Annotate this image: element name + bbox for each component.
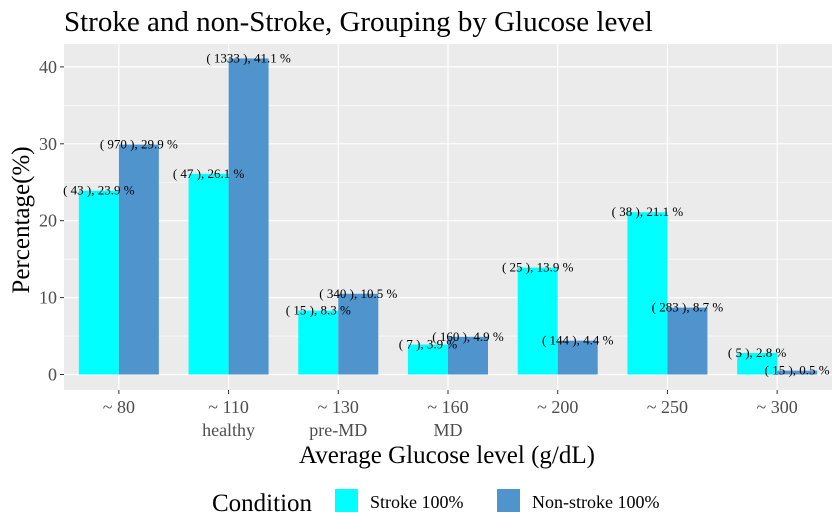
data-label: ( 7 ), 3.9 % [399, 337, 458, 352]
data-label: ( 38 ), 21.1 % [612, 204, 684, 219]
y-axis: 0 10 20 30 40 [39, 57, 64, 385]
y-tick-label: 10 [39, 288, 57, 308]
bar-stroke [188, 173, 229, 375]
data-label: ( 1333 ), 41.1 % [206, 50, 291, 65]
bar-non-stroke [667, 307, 708, 375]
legend-label: Non-stroke 100% [532, 492, 659, 512]
chart-title: Stroke and non-Stroke, Grouping by Gluco… [64, 6, 653, 38]
data-label: ( 970 ), 29.9 % [100, 137, 178, 152]
x-tick-label: ~ 130 [318, 397, 359, 417]
x-tick-label: ~ 200 [537, 397, 578, 417]
legend-key-stroke [335, 489, 358, 512]
y-tick-label: 0 [48, 365, 57, 385]
bar-non-stroke [448, 336, 488, 375]
y-axis-title: Percentage(%) [8, 146, 35, 293]
x-axis-title: Average Glucose level (g/dL) [299, 442, 595, 469]
bar-non-stroke [557, 340, 598, 375]
bar-non-stroke [228, 58, 269, 375]
data-labels: ( 43 ), 23.9 % ( 47 ), 26.1 % ( 15 ), 8.3 … [63, 50, 830, 377]
legend-key-non-stroke [497, 489, 520, 512]
data-label: ( 144 ), 4.4 % [542, 333, 614, 348]
x-tick-label: ~ 300 [757, 397, 798, 417]
data-label: ( 15 ), 8.3 % [286, 303, 351, 318]
x-tick-label: ~ 110 [208, 397, 249, 417]
data-label: ( 43 ), 23.9 % [63, 183, 135, 198]
bars [78, 58, 818, 375]
data-label: ( 340 ), 10.5 % [319, 286, 397, 301]
bar-non-stroke [118, 144, 159, 375]
y-tick-label: 20 [39, 211, 57, 231]
x-tick-label: ~ 160 [427, 397, 468, 417]
data-label: ( 160 ), 4.9 % [432, 329, 504, 344]
x-tick-label: ~ 250 [647, 397, 688, 417]
x-tick-sublabel: MD [433, 420, 462, 440]
legend-title: Condition [212, 490, 313, 517]
bar-non-stroke [338, 293, 379, 375]
x-axis: ~ 80 ~ 110 healthy ~ 130 pre-MD ~ 160 MD ~ 200 ~… [103, 390, 798, 440]
legend: Condition Stroke 100% Non-stroke 100% [212, 489, 659, 517]
data-label: ( 25 ), 13.9 % [502, 260, 574, 275]
bar-stroke [408, 344, 448, 375]
legend-label: Stroke 100% [370, 492, 464, 512]
data-label: ( 5 ), 2.8 % [728, 345, 787, 360]
bar-stroke [737, 352, 778, 375]
bar-non-stroke [777, 370, 818, 375]
x-tick-sublabel: healthy [202, 420, 255, 440]
bar-stroke [298, 310, 339, 375]
y-tick-label: 40 [39, 57, 57, 77]
data-label: ( 47 ), 26.1 % [173, 166, 245, 181]
bar-stroke [627, 212, 668, 375]
data-label: ( 15 ), 0.5 % [765, 363, 830, 378]
bar-stroke [517, 267, 558, 375]
x-tick-label: ~ 80 [103, 397, 135, 417]
data-label: ( 283 ), 8.7 % [652, 300, 724, 315]
x-tick-sublabel: pre-MD [309, 420, 367, 440]
bar-stroke [78, 190, 119, 375]
y-tick-label: 30 [39, 134, 57, 154]
